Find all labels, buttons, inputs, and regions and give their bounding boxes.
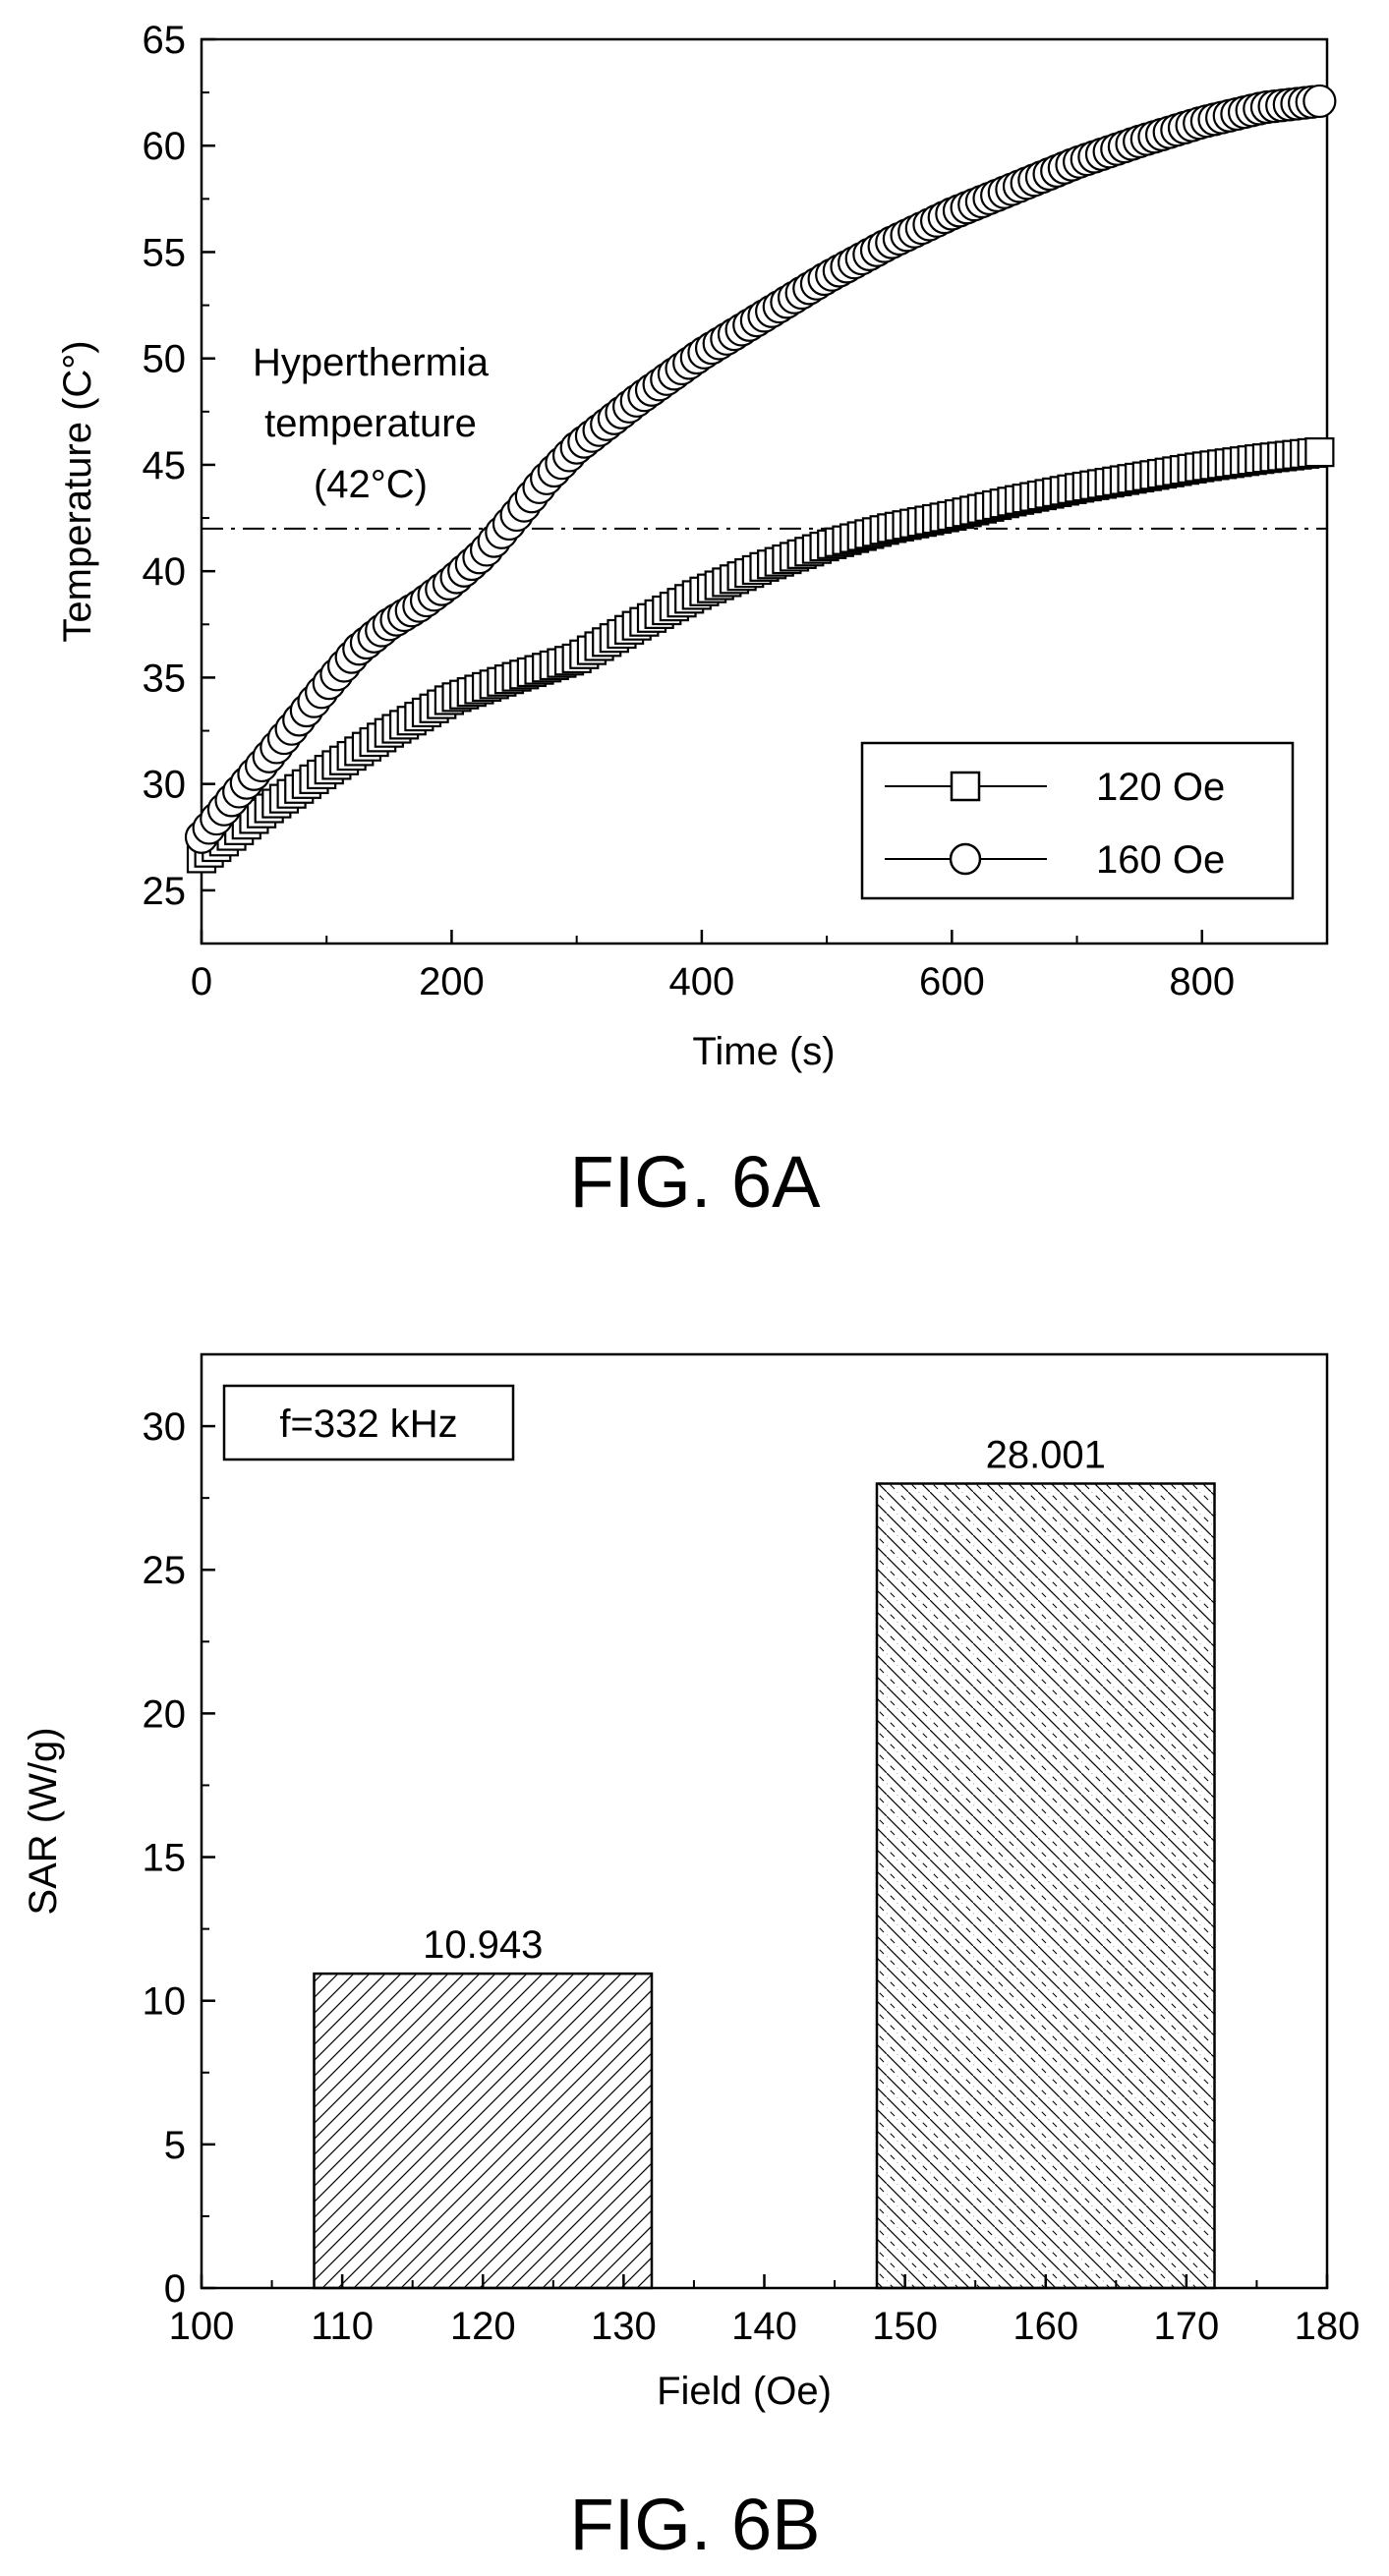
bar-value-label: 28.001 — [986, 1434, 1106, 1477]
x-tick-label: 800 — [1169, 960, 1235, 1003]
figure-label-6b: FIG. 6B — [570, 2484, 821, 2565]
chart-a-ylabel: Temperature (C°) — [56, 340, 99, 642]
data-point-160oe — [1302, 84, 1337, 119]
x-tick-label: 150 — [872, 2305, 938, 2348]
chart-a-legend: 120 Oe 160 Oe — [860, 741, 1295, 900]
x-tick-label: 130 — [591, 2305, 657, 2348]
y-tick-label: 30 — [143, 764, 187, 807]
x-tick-label: 160 — [1013, 2305, 1078, 2348]
legend-label-120: 120 Oe — [1096, 766, 1225, 809]
y-tick-label: 0 — [164, 2267, 186, 2311]
y-tick-label: 60 — [143, 125, 187, 168]
y-tick-label: 20 — [143, 1692, 187, 1736]
y-tick-label: 15 — [143, 1837, 187, 1880]
reference-annotation-line-2: temperature — [264, 402, 477, 445]
y-tick-label: 30 — [143, 1405, 187, 1449]
x-tick-label: 100 — [169, 2305, 235, 2348]
y-tick-label: 10 — [143, 1980, 187, 2024]
legend-box — [860, 741, 1295, 900]
y-tick-label: 5 — [164, 2124, 186, 2167]
bar-value-label: 10.943 — [423, 1923, 543, 1967]
temperature-chart: 0 200 400 600 800 25 30 35 40 45 50 55 60 65 Hyperthe… — [56, 19, 1337, 1223]
y-tick-label: 65 — [143, 19, 187, 62]
x-tick-label: 180 — [1295, 2305, 1360, 2348]
x-tick-label: 200 — [419, 960, 485, 1003]
frequency-annotation-box — [222, 1384, 515, 1461]
chart-b-ylabel: SAR (W/g) — [22, 1727, 65, 1915]
chart-a-frame — [200, 37, 1329, 945]
bar-160 — [875, 1482, 1216, 2290]
legend-circle-marker — [949, 842, 982, 876]
reference-annotation-line-3: (42°C) — [314, 463, 428, 506]
x-tick-label: 110 — [311, 2305, 374, 2348]
bar-120 — [313, 1972, 654, 2290]
data-point-120oe — [1304, 436, 1335, 468]
y-tick-label: 40 — [143, 550, 187, 594]
x-tick-label: 400 — [669, 960, 735, 1003]
chart-b-ticks: 100 110 120 130 140 150 160 170 180 0 5 10 15 20 25 30 — [143, 1353, 1360, 2348]
y-tick-label: 50 — [143, 338, 187, 381]
x-tick-label: 170 — [1154, 2305, 1220, 2348]
y-tick-label: 25 — [143, 1549, 187, 1592]
y-tick-label: 35 — [143, 657, 187, 700]
reference-annotation-line-1: Hyperthermia — [253, 341, 490, 384]
legend-square-marker — [950, 771, 981, 802]
x-tick-label: 600 — [919, 960, 985, 1003]
frequency-annotation: f=332 kHz — [279, 1402, 457, 1446]
y-tick-label: 45 — [143, 444, 187, 487]
sar-chart: 100 110 120 130 140 150 160 170 180051015202530 … — [22, 1352, 1360, 2565]
figure-label-6a: FIG. 6A — [570, 1141, 822, 1223]
x-tick-label: 0 — [191, 960, 212, 1003]
chart-a-series — [184, 84, 1337, 874]
x-tick-label: 140 — [731, 2305, 797, 2348]
x-tick-label: 120 — [450, 2305, 516, 2348]
chart-b-xlabel: Field (Oe) — [657, 2370, 832, 2413]
chart-b-bars: 10.943 28.001 — [313, 1434, 1216, 2290]
chart-a-xlabel: Time (s) — [692, 1030, 835, 1073]
y-tick-label: 25 — [143, 870, 187, 913]
chart-a-ticks: 0 200 400 600 800 25 30 35 40 45 50 55 60 65 — [143, 19, 1236, 1003]
y-tick-label: 55 — [143, 231, 187, 274]
legend-label-160: 160 Oe — [1096, 838, 1225, 882]
